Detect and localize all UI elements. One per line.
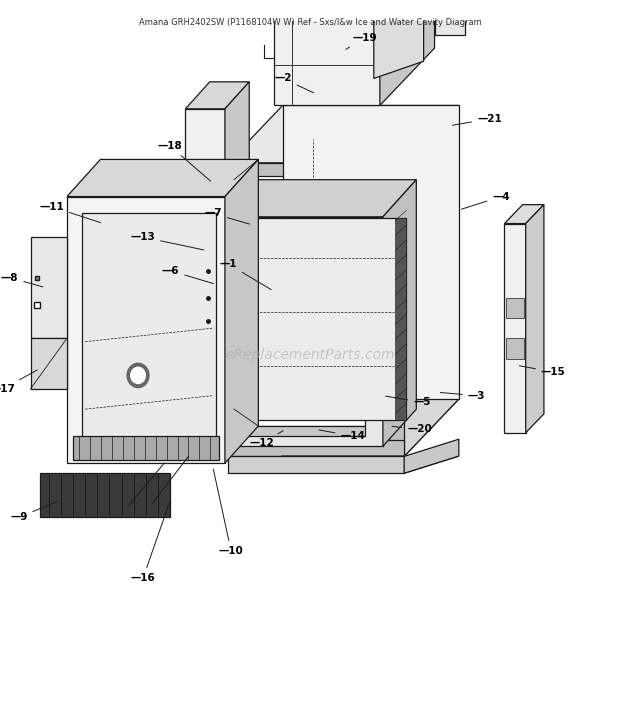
Polygon shape bbox=[185, 109, 225, 338]
Text: —12: —12 bbox=[249, 431, 283, 448]
Polygon shape bbox=[225, 82, 249, 338]
Polygon shape bbox=[219, 426, 365, 436]
Polygon shape bbox=[228, 163, 404, 176]
Text: —15: —15 bbox=[520, 366, 565, 377]
Polygon shape bbox=[273, 0, 380, 105]
Polygon shape bbox=[228, 163, 243, 456]
Polygon shape bbox=[228, 399, 459, 456]
Text: —3: —3 bbox=[440, 391, 485, 401]
Text: —19: —19 bbox=[346, 33, 377, 49]
Text: —7: —7 bbox=[204, 208, 250, 224]
Text: —5: —5 bbox=[386, 396, 431, 408]
Polygon shape bbox=[228, 456, 404, 473]
Polygon shape bbox=[507, 338, 524, 359]
Polygon shape bbox=[404, 439, 459, 473]
Polygon shape bbox=[404, 105, 459, 456]
Polygon shape bbox=[30, 237, 67, 338]
Polygon shape bbox=[67, 160, 259, 197]
Polygon shape bbox=[82, 214, 216, 446]
Polygon shape bbox=[40, 473, 171, 517]
Polygon shape bbox=[185, 82, 249, 109]
Polygon shape bbox=[374, 0, 423, 79]
Text: eReplacementParts.com: eReplacementParts.com bbox=[225, 348, 395, 362]
Text: —21: —21 bbox=[453, 114, 502, 125]
Polygon shape bbox=[225, 160, 259, 463]
Polygon shape bbox=[73, 436, 219, 460]
Polygon shape bbox=[224, 218, 406, 420]
Polygon shape bbox=[526, 205, 544, 433]
Polygon shape bbox=[380, 0, 435, 105]
Text: —20: —20 bbox=[392, 425, 432, 434]
Polygon shape bbox=[507, 298, 524, 318]
Text: Amana GRH2402SW (P1168104W W) Ref - Sxs/I&w Ice and Water Cavity Diagram: Amana GRH2402SW (P1168104W W) Ref - Sxs/… bbox=[139, 18, 481, 27]
Text: —14: —14 bbox=[319, 430, 365, 441]
Text: —4: —4 bbox=[461, 191, 510, 209]
Polygon shape bbox=[201, 217, 383, 446]
Text: —6: —6 bbox=[162, 266, 213, 283]
Polygon shape bbox=[30, 338, 67, 389]
Polygon shape bbox=[228, 105, 459, 163]
Text: —8: —8 bbox=[1, 273, 43, 287]
Polygon shape bbox=[505, 224, 526, 433]
Text: —10: —10 bbox=[213, 469, 244, 556]
Text: —18: —18 bbox=[157, 141, 211, 181]
Text: —11: —11 bbox=[39, 202, 101, 223]
Polygon shape bbox=[396, 218, 406, 420]
Polygon shape bbox=[435, 0, 465, 34]
Polygon shape bbox=[67, 197, 225, 463]
Polygon shape bbox=[228, 456, 459, 473]
Text: —13: —13 bbox=[130, 232, 204, 250]
Circle shape bbox=[127, 363, 149, 387]
Text: —1: —1 bbox=[219, 259, 271, 290]
Text: —16: —16 bbox=[131, 503, 169, 583]
Polygon shape bbox=[505, 205, 544, 224]
Polygon shape bbox=[228, 439, 404, 456]
Polygon shape bbox=[389, 163, 404, 456]
Polygon shape bbox=[383, 180, 416, 446]
Polygon shape bbox=[201, 180, 416, 217]
Text: —17: —17 bbox=[0, 370, 37, 394]
Polygon shape bbox=[283, 105, 459, 399]
Text: —2: —2 bbox=[274, 73, 314, 93]
Polygon shape bbox=[219, 237, 365, 426]
Circle shape bbox=[131, 367, 145, 384]
Text: —9: —9 bbox=[10, 501, 58, 522]
